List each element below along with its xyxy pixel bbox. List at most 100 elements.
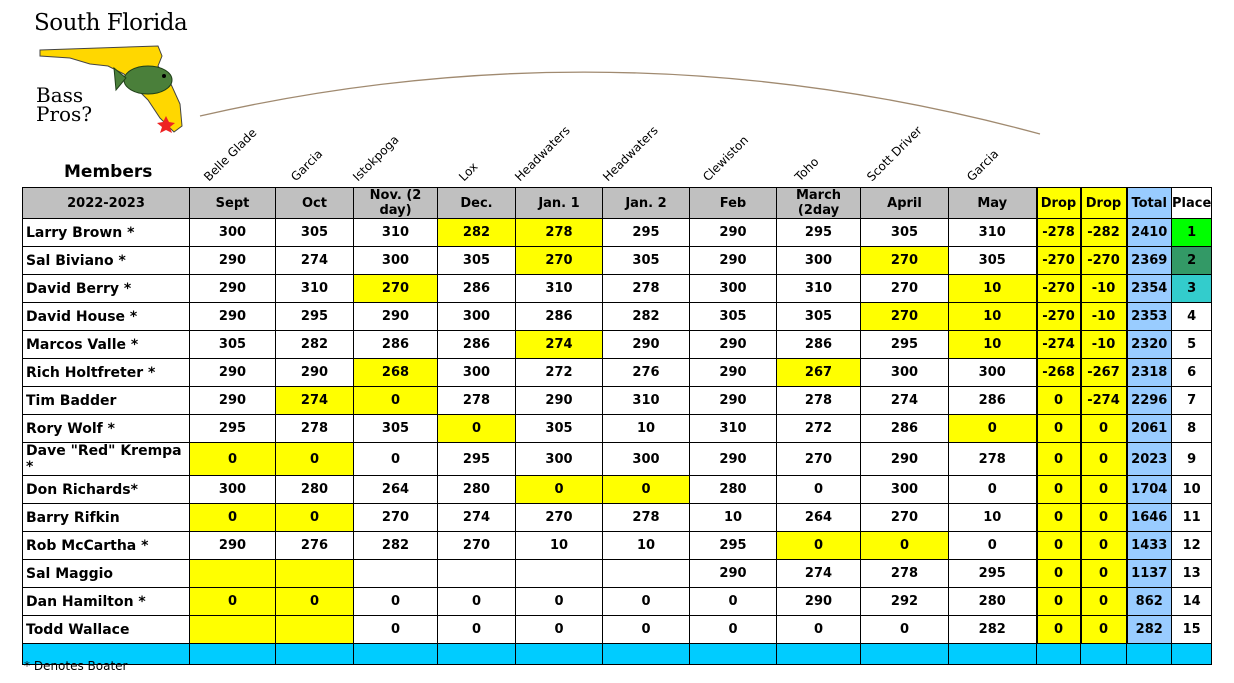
score-cell xyxy=(602,559,690,588)
score-cell xyxy=(515,559,603,588)
score-cell: 0 xyxy=(437,615,516,644)
score-cell: 290 xyxy=(689,218,777,247)
footer-bar-cell xyxy=(275,643,354,665)
drop-cell: 0 xyxy=(1035,559,1082,588)
score-cell: 264 xyxy=(776,503,861,532)
score-cell: 270 xyxy=(437,531,516,560)
total-cell: 1646 xyxy=(1126,503,1172,532)
month-header: April xyxy=(860,187,949,219)
member-name: David House * xyxy=(22,302,190,331)
score-cell: 290 xyxy=(515,386,603,415)
member-name: David Berry * xyxy=(22,274,190,303)
total-cell: 2354 xyxy=(1126,274,1172,303)
score-cell: 310 xyxy=(515,274,603,303)
month-header: Feb xyxy=(689,187,777,219)
score-cell: 292 xyxy=(860,587,949,616)
member-row: Larry Brown * 300 305 310 282 278 295 290 295 305… xyxy=(22,218,1213,247)
standings-table: 2022-2023 Sept Oct Nov. (2 day) Dec. Jan… xyxy=(22,187,1213,665)
score-cell: 300 xyxy=(189,218,276,247)
drop-cell: 0 xyxy=(1035,587,1082,616)
score-cell: 10 xyxy=(689,503,777,532)
member-name: Dan Hamilton * xyxy=(22,587,190,616)
member-name: Rich Holtfreter * xyxy=(22,358,190,387)
drop-cell: -270 xyxy=(1035,274,1082,303)
score-cell: 295 xyxy=(689,531,777,560)
score-cell: 10 xyxy=(948,274,1037,303)
member-row: Dave "Red" Krempa * 0 0 0 295 300 300 290 270 290… xyxy=(22,442,1213,476)
place-cell: 1 xyxy=(1170,218,1213,247)
score-cell: 305 xyxy=(860,218,949,247)
score-cell: 295 xyxy=(189,414,276,443)
score-cell: 290 xyxy=(189,386,276,415)
score-cell: 10 xyxy=(948,302,1037,331)
place-cell: 7 xyxy=(1170,386,1213,415)
decorative-arc xyxy=(199,71,1041,135)
member-name: Sal Biviano * xyxy=(22,246,190,275)
score-cell xyxy=(189,559,276,588)
score-cell: 0 xyxy=(189,442,276,476)
score-cell: 268 xyxy=(353,358,438,387)
score-cell: 274 xyxy=(437,503,516,532)
score-cell: 0 xyxy=(948,414,1037,443)
drop-cell: -270 xyxy=(1035,246,1082,275)
score-cell: 290 xyxy=(689,330,777,359)
total-cell: 1433 xyxy=(1126,531,1172,560)
place-cell: 2 xyxy=(1170,246,1213,275)
score-cell: 270 xyxy=(860,302,949,331)
total-cell: 1137 xyxy=(1126,559,1172,588)
score-cell: 286 xyxy=(437,330,516,359)
footer-bar-cell xyxy=(602,643,690,665)
footer-bar-cell xyxy=(689,643,777,665)
score-cell: 305 xyxy=(602,246,690,275)
member-name: Rory Wolf * xyxy=(22,414,190,443)
score-cell: 295 xyxy=(602,218,690,247)
score-cell: 305 xyxy=(275,218,354,247)
score-cell: 0 xyxy=(948,531,1037,560)
score-cell: 0 xyxy=(353,615,438,644)
member-row: David House * 290 295 290 300 286 282 305 305 270… xyxy=(22,302,1213,331)
drop-cell: -274 xyxy=(1035,330,1082,359)
month-header: Dec. xyxy=(437,187,516,219)
drop-cell: -274 xyxy=(1079,386,1128,415)
score-cell: 274 xyxy=(515,330,603,359)
score-cell: 274 xyxy=(275,246,354,275)
score-cell: 278 xyxy=(275,414,354,443)
member-row: Don Richards* 300 280 264 280 0 0 280 0 300 0 0 0 170… xyxy=(22,475,1213,504)
score-cell: 305 xyxy=(948,246,1037,275)
drop-cell: -270 xyxy=(1035,302,1082,331)
score-cell: 300 xyxy=(437,358,516,387)
score-cell: 290 xyxy=(689,559,777,588)
footnote: * Denotes Boater xyxy=(24,659,128,673)
member-name: Tim Badder xyxy=(22,386,190,415)
score-cell: 295 xyxy=(860,330,949,359)
score-cell: 300 xyxy=(515,442,603,476)
member-row: Tim Badder 290 274 0 278 290 310 290 278 274 286 0-… xyxy=(22,386,1213,415)
footer-bar-cell xyxy=(189,643,276,665)
score-cell: 0 xyxy=(602,615,690,644)
score-cell: 310 xyxy=(776,274,861,303)
score-cell: 0 xyxy=(353,442,438,476)
score-cell: 286 xyxy=(515,302,603,331)
drop-cell: 0 xyxy=(1035,442,1082,476)
score-cell: 300 xyxy=(437,302,516,331)
drop-cell: -268 xyxy=(1035,358,1082,387)
score-cell: 276 xyxy=(602,358,690,387)
score-cell: 282 xyxy=(353,531,438,560)
score-cell: 0 xyxy=(515,615,603,644)
score-cell: 286 xyxy=(860,414,949,443)
logo-subtitle: Bass Pros? xyxy=(36,83,93,126)
score-cell: 282 xyxy=(602,302,690,331)
total-header: Total xyxy=(1126,187,1172,219)
member-name: Sal Maggio xyxy=(22,559,190,588)
footer-bar-cell xyxy=(515,643,603,665)
total-cell: 2061 xyxy=(1126,414,1172,443)
place-cell: 13 xyxy=(1170,559,1213,588)
member-row: Barry Rifkin 0 0 270 274 270 278 10 264 270 10 0 0 16… xyxy=(22,503,1213,532)
score-cell xyxy=(189,615,276,644)
total-cell: 2318 xyxy=(1126,358,1172,387)
drop-cell: -282 xyxy=(1079,218,1128,247)
member-row: Marcos Valle * 305 282 286 286 274 290 290 286 29… xyxy=(22,330,1213,359)
score-cell: 0 xyxy=(602,475,690,504)
score-cell: 270 xyxy=(860,274,949,303)
footer-bar-cell xyxy=(948,643,1037,665)
